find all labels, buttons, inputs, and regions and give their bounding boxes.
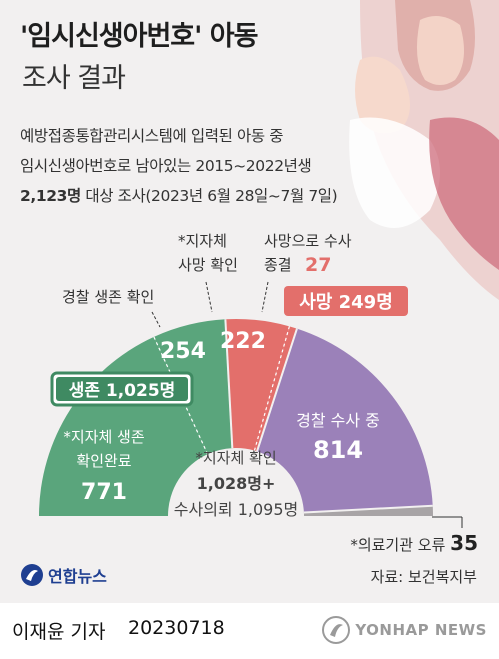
leader-line-police-survive xyxy=(151,311,161,328)
source-text: 자료: 보건복지부 xyxy=(370,568,477,586)
total-count: 2,123명 xyxy=(20,187,81,205)
label-closed-1: 사망으로 수사 xyxy=(264,232,352,250)
error-label: *의료기관 오류 35 xyxy=(350,531,478,555)
group-divider-5 xyxy=(303,504,433,514)
yonhap-logo-icon xyxy=(21,564,43,586)
yonhap-logo-text: 연합뉴스 xyxy=(48,567,107,586)
group-divider-4 xyxy=(256,328,298,452)
watermark-text: YONHAP NEWS xyxy=(355,621,487,639)
slice-2 xyxy=(225,319,290,451)
death-badge-text: 사망 249명 xyxy=(299,292,393,313)
value-closed: 27 xyxy=(305,254,331,276)
center-label-1: *지자체 확인 xyxy=(195,449,276,467)
label-police-survive: 경찰 생존 확인 xyxy=(62,288,154,306)
watermark-icon xyxy=(322,616,351,644)
infographic-card: '임시신생아번호' 아동 조사 결과 예방접종통합관리시스템에 입력된 아동 중… xyxy=(0,0,499,603)
mother-baby-illustration xyxy=(349,0,499,300)
survive-badge-fill xyxy=(56,377,188,401)
title-line-2: 조사 결과 xyxy=(22,63,126,94)
center-label-3: 수사의뢰 1,095명 xyxy=(174,500,299,519)
death-badge xyxy=(284,286,408,316)
date: 20230718 xyxy=(128,617,225,639)
value-local-survive: 771 xyxy=(81,480,127,505)
description-line-3: 2,123명 대상 조사(2023년 6월 28일~7월 7일) xyxy=(20,184,338,206)
title-line-1: '임시신생아번호' 아동 xyxy=(20,21,258,52)
label-local-survive-2: 확인완료 xyxy=(76,452,131,470)
label-closed-2: 종결 xyxy=(264,256,292,274)
survey-period: 대상 조사(2023년 6월 28일~7월 7일) xyxy=(80,187,338,205)
value-police-survive: 254 xyxy=(160,339,206,364)
leader-line-closed xyxy=(261,281,269,313)
error-value: 35 xyxy=(450,531,478,555)
description-line-1: 예방접종통합관리시스템에 입력된 아동 중 xyxy=(20,127,284,145)
slice-4 xyxy=(257,328,433,513)
label-local-survive-1: *지자체 생존 xyxy=(63,428,144,446)
slice-3 xyxy=(254,326,297,452)
label-local-death-2: 사망 확인 xyxy=(178,256,238,274)
survive-badge-text: 생존 1,025명 xyxy=(69,381,176,401)
value-local-death: 222 xyxy=(220,329,266,354)
byline: 이재윤 기자 xyxy=(12,621,106,643)
semicircle-donut-chart: 경찰 생존 확인 *지자체 사망 확인 사망으로 수사 종결 27 사망 249… xyxy=(39,232,478,555)
footer: 이재윤 기자 20230718 YONHAP NEWS xyxy=(0,603,499,659)
yonhap-logo: 연합뉴스 xyxy=(20,562,107,588)
leader-line-local-death xyxy=(205,281,213,313)
value-investigation: 814 xyxy=(313,436,363,464)
label-investigation: 경찰 수사 중 xyxy=(296,411,380,430)
yonhap-news-watermark: YONHAP NEWS xyxy=(321,615,487,645)
center-label-2: 1,028명+ xyxy=(197,474,276,493)
label-local-death-1: *지자체 xyxy=(178,232,227,250)
group-divider-2 xyxy=(224,319,234,449)
description-line-2: 임시신생아번호로 남아있는 2015~2022년생 xyxy=(20,157,312,175)
